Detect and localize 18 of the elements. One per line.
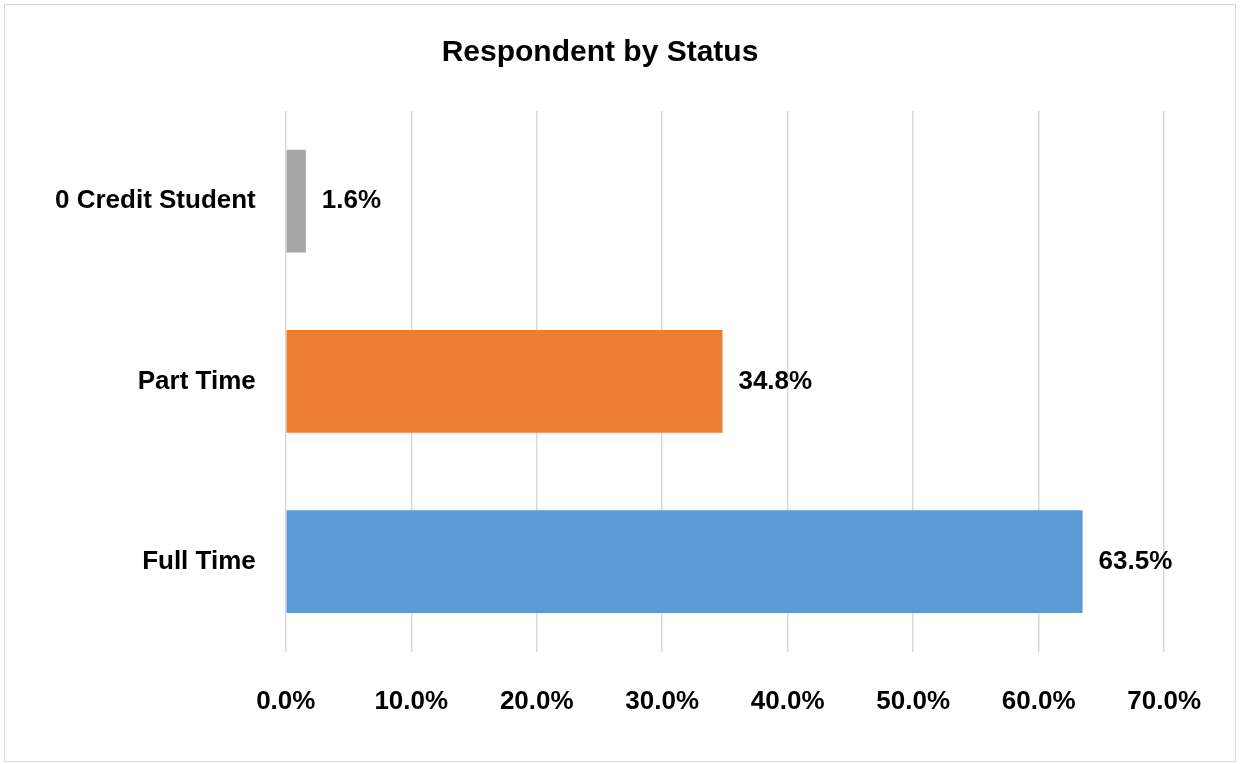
x-tick-label: 50.0%	[876, 684, 951, 715]
x-tick-label: 10.0%	[374, 684, 449, 715]
x-tick-label: 40.0%	[750, 684, 825, 715]
bar	[286, 330, 723, 433]
x-tick-label: 0.0%	[256, 684, 316, 715]
bar	[286, 149, 306, 253]
data-label: 34.8%	[738, 364, 813, 395]
data-label: 63.5%	[1098, 544, 1173, 575]
x-tick-label: 30.0%	[625, 684, 700, 715]
y-tick-label: 0 Credit Student	[54, 184, 257, 215]
x-tick-label: 60.0%	[1001, 684, 1076, 715]
chart-title: Respondent by Status	[441, 34, 759, 68]
data-label: 1.6%	[321, 184, 382, 215]
x-tick-label: 70.0%	[1127, 684, 1202, 715]
bar	[286, 510, 1083, 614]
x-tick-label: 20.0%	[499, 684, 574, 715]
y-tick-label: Full Time	[142, 544, 256, 575]
y-tick-label: Part Time	[137, 364, 256, 395]
